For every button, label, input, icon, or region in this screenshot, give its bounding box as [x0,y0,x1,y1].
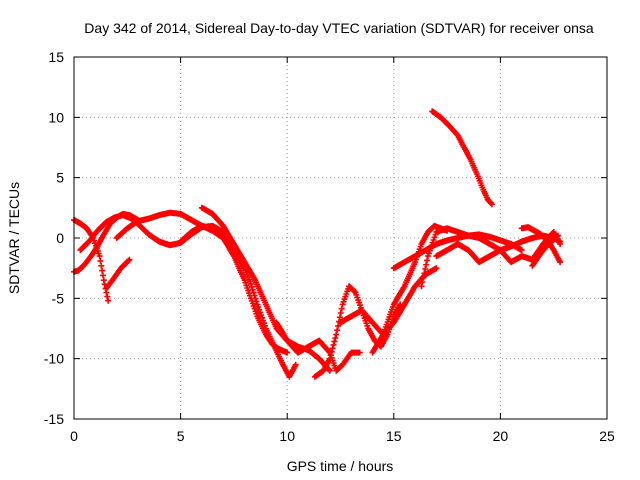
series-arc-16 [518,224,564,266]
data-points [71,108,564,380]
plus-markers [113,209,291,356]
plus-markers [311,283,404,380]
x-tick-label: 20 [493,428,509,444]
y-tick-label: -15 [44,411,64,427]
y-tick-label: -5 [52,290,65,306]
x-tick-label: 15 [386,428,402,444]
y-tick-label: 10 [48,109,64,125]
y-tick-label: -10 [44,351,64,367]
plus-markers [429,108,495,208]
series-arc-14 [429,108,495,208]
series-arc-9 [311,283,404,380]
x-tick-label: 25 [599,428,615,444]
series-arc-7 [103,256,133,292]
plus-markers [177,222,299,380]
plus-markers [103,256,133,292]
x-tick-label: 5 [177,428,185,444]
x-tick-label: 10 [279,428,295,444]
series-arc-11 [369,222,451,356]
series-arc-17 [529,232,561,269]
y-tick-label: 0 [56,230,64,246]
y-axis-label: SDTVAR / TECUs [6,182,22,294]
x-axis-label: GPS time / hours [287,458,394,474]
x-tick-label: 0 [70,428,78,444]
series-arc-5 [177,222,299,380]
plus-markers [369,222,451,356]
series-arc-4 [113,209,291,356]
y-tick-label: 5 [56,170,64,186]
plus-markers [518,224,564,266]
axis-ticks: 0 5 10 15 20 25 -15 -10 -5 0 5 10 15 [44,49,615,444]
chart-title: Day 342 of 2014, Sidereal Day-to-day VTE… [84,20,594,36]
y-tick-label: 15 [48,49,64,65]
plus-markers [273,319,363,374]
plus-markers [529,232,561,269]
series-arc-8 [273,319,363,374]
